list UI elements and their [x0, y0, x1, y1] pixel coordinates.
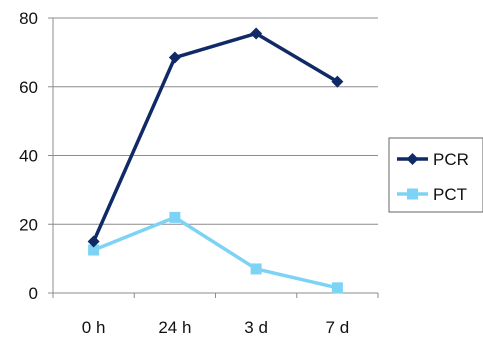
legend-item-pcr: PCR: [397, 150, 469, 169]
y-tick-label: 40: [19, 147, 38, 166]
series-pct: [88, 211, 343, 294]
x-tick-label: 3 d: [244, 318, 268, 337]
x-tick-label: 0 h: [82, 318, 106, 337]
legend: PCR PCT: [388, 137, 483, 213]
y-tick-labels: 0 20 40 60 80: [19, 9, 38, 303]
series-pcr: [87, 27, 344, 248]
data-point-pcr: [87, 235, 100, 248]
y-tick-label: 0: [29, 284, 38, 303]
x-tick-labels: 0 h 24 h 3 d 7 d: [82, 318, 349, 337]
data-point-pct: [331, 282, 343, 294]
x-tick-label: 7 d: [326, 318, 350, 337]
y-tick-label: 80: [19, 9, 38, 28]
legend-box: [388, 137, 483, 213]
data-point-pct: [88, 244, 100, 256]
y-tick-label: 60: [19, 78, 38, 97]
legend-item-pct: PCT: [397, 185, 467, 204]
data-point-pct: [250, 263, 262, 275]
legend-marker-pct: [407, 188, 418, 200]
legend-label-pct: PCT: [433, 185, 467, 204]
axes: [48, 17, 379, 298]
series-line-pct: [92, 215, 338, 290]
data-point-pct: [169, 211, 181, 223]
legend-marker-pcr: [406, 153, 419, 165]
gridlines: [53, 17, 378, 225]
x-tick-label: 24 h: [158, 318, 191, 337]
legend-label-pcr: PCR: [433, 150, 469, 169]
data-point-pcr: [331, 75, 344, 88]
series-line-pcr: [92, 31, 339, 243]
series: [87, 27, 344, 294]
y-tick-label: 20: [19, 215, 38, 234]
data-point-pcr: [168, 51, 181, 64]
data-point-pcr: [250, 27, 263, 40]
